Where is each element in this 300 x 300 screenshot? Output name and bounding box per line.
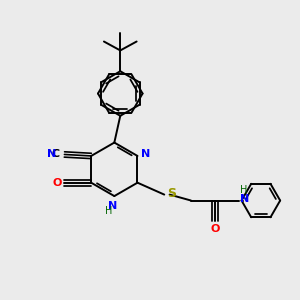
Text: N: N bbox=[108, 201, 118, 212]
Text: N: N bbox=[141, 149, 150, 160]
Text: O: O bbox=[53, 178, 62, 188]
Text: O: O bbox=[210, 224, 220, 234]
Text: C: C bbox=[52, 149, 60, 160]
Text: H: H bbox=[240, 184, 248, 195]
Text: H: H bbox=[105, 206, 112, 216]
Text: N: N bbox=[240, 194, 250, 204]
Text: S: S bbox=[167, 188, 176, 200]
Text: N: N bbox=[47, 149, 56, 160]
